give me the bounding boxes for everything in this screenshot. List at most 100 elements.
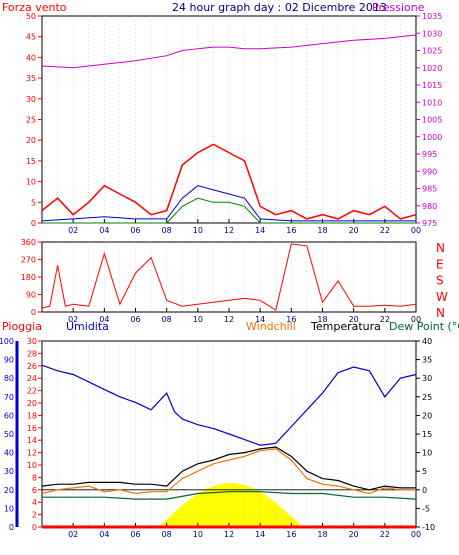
wind-series bbox=[41, 34, 417, 224]
rain-y-tick-label: 8 bbox=[32, 473, 37, 482]
humidity-y-tick-label: 0 bbox=[9, 523, 14, 532]
pressure-y-tick-label: 990 bbox=[422, 167, 437, 176]
temperature-y-tick-label: 40 bbox=[422, 337, 432, 346]
wind-y-tick-label: 30 bbox=[26, 95, 36, 104]
sun-curve bbox=[158, 483, 303, 527]
temperature-series bbox=[41, 364, 417, 529]
rain-y-tick-label: 18 bbox=[27, 411, 37, 420]
wind-y-tick-label: 10 bbox=[26, 178, 36, 187]
direction-y-tick-label: 90 bbox=[26, 291, 36, 300]
humidity-y-tick-label: 90 bbox=[4, 356, 14, 365]
wind-x-ticks: 02 04 06 08 10 12 14 16 18 20 22 00 bbox=[68, 219, 421, 235]
humidity-y-tick-label: 100 bbox=[0, 337, 14, 346]
temperature-x-tick-label: 20 bbox=[349, 530, 359, 539]
series-forza-vento bbox=[41, 143, 417, 220]
wind-x-tick-label: 02 bbox=[68, 226, 78, 235]
wind-y-tick-label: 0 bbox=[31, 219, 36, 228]
pressure-y-tick-label: 1005 bbox=[422, 116, 442, 125]
pressure-y-tick-label: 995 bbox=[422, 150, 437, 159]
rain-y-tick-label: 4 bbox=[32, 498, 37, 507]
humidity-y-tick-label: 70 bbox=[4, 393, 14, 402]
humidity-y-tick-label: 40 bbox=[4, 449, 14, 458]
direction-y-ticks: 0 90 180 270 360 bbox=[21, 238, 42, 317]
wind-y-tick-label: 20 bbox=[26, 136, 36, 145]
dewpoint-label: Dew Point (°C bbox=[389, 320, 459, 333]
rain-y-tick-label: 28 bbox=[27, 349, 37, 358]
temperature-x-tick-label: 16 bbox=[286, 530, 296, 539]
humidity-y-tick-label: 30 bbox=[4, 467, 14, 476]
humidity-y-ticks: 0 10 20 30 40 50 60 70 80 90 100 bbox=[0, 337, 19, 532]
direction-x-ticks: 02 04 06 08 10 12 14 16 18 20 22 00 bbox=[68, 308, 421, 324]
direction-x-tick-label: 02 bbox=[68, 315, 78, 324]
series-direction bbox=[41, 243, 417, 311]
temperature-x-tick-label: 12 bbox=[224, 530, 234, 539]
compass-label: E bbox=[436, 257, 444, 271]
direction-y-tick-label: 0 bbox=[31, 308, 36, 317]
rain-label: Pioggia bbox=[2, 320, 42, 333]
direction-x-tick-label: 14 bbox=[255, 315, 265, 324]
wind-x-tick-label: 20 bbox=[349, 226, 359, 235]
direction-y-tick-label: 270 bbox=[21, 256, 36, 265]
direction-x-tick-label: 18 bbox=[317, 315, 327, 324]
temperature-y-tick-label: 30 bbox=[422, 374, 432, 383]
rain-y-tick-label: 30 bbox=[27, 337, 37, 346]
temperature-y-tick-label: -10 bbox=[422, 523, 435, 532]
pressure-y-tick-label: 975 bbox=[422, 219, 437, 228]
wind-x-tick-label: 14 bbox=[255, 226, 265, 235]
temperature-panel: Pioggia Umidita Windchill Temperatura De… bbox=[0, 320, 459, 539]
wind-x-tick-label: 08 bbox=[162, 226, 172, 235]
series-dew-point bbox=[42, 491, 417, 500]
wind-x-tick-label: 22 bbox=[380, 226, 390, 235]
wind-y-tick-label: 45 bbox=[26, 33, 36, 42]
temperature-y-tick-label: 0 bbox=[422, 486, 427, 495]
pressure-y-tick-label: 1015 bbox=[422, 81, 442, 90]
series-windchill bbox=[41, 448, 416, 495]
rain-y-tick-label: 16 bbox=[27, 424, 37, 433]
pressure-y-tick-label: 1030 bbox=[422, 29, 442, 38]
series-umidita bbox=[41, 364, 417, 446]
direction-y-tick-label: 360 bbox=[21, 238, 36, 247]
temperature-x-tick-label: 14 bbox=[255, 530, 265, 539]
wind-x-tick-label: 10 bbox=[193, 226, 203, 235]
rain-y-tick-label: 26 bbox=[27, 362, 37, 371]
compass-label: S bbox=[436, 274, 444, 288]
temperature-y-tick-label: 20 bbox=[422, 411, 432, 420]
temperature-x-ticks: 02 04 06 08 10 12 14 16 18 20 22 00 bbox=[68, 523, 421, 539]
wind-y-tick-label: 40 bbox=[26, 53, 36, 62]
humidity-y-tick-label: 80 bbox=[4, 374, 14, 383]
rain-y-tick-label: 20 bbox=[27, 399, 37, 408]
wind-x-tick-label: 18 bbox=[317, 226, 327, 235]
rain-y-tick-label: 24 bbox=[27, 374, 37, 383]
humidity-y-tick-label: 50 bbox=[4, 430, 14, 439]
wind-x-tick-label: 16 bbox=[286, 226, 296, 235]
temperature-y-tick-label: -5 bbox=[422, 504, 430, 513]
temperature-x-tick-label: 22 bbox=[380, 530, 390, 539]
wind-x-tick-label: 04 bbox=[99, 226, 109, 235]
direction-x-tick-label: 16 bbox=[286, 315, 296, 324]
wind-x-tick-label: 06 bbox=[130, 226, 140, 235]
pressure-label: Pressione bbox=[372, 1, 425, 14]
temperature-y-tick-label: 15 bbox=[422, 430, 432, 439]
wind-y-tick-label: 35 bbox=[26, 74, 36, 83]
series-raffica bbox=[41, 185, 416, 222]
pressure-y-tick-label: 985 bbox=[422, 185, 437, 194]
humidity-y-tick-label: 20 bbox=[4, 486, 14, 495]
rain-y-tick-label: 12 bbox=[27, 449, 37, 458]
temperature-label: Temperatura bbox=[310, 320, 381, 333]
temperature-y-ticks: -10 -5 0 5 10 15 20 25 30 35 40 bbox=[416, 337, 435, 532]
temperature-x-tick-label: 10 bbox=[193, 530, 203, 539]
compass-label: N bbox=[436, 241, 445, 255]
wind-y-tick-label: 50 bbox=[26, 12, 36, 21]
temperature-x-tick-label: 00 bbox=[411, 530, 421, 539]
rain-y-tick-label: 14 bbox=[27, 436, 37, 445]
temperature-x-tick-label: 18 bbox=[317, 530, 327, 539]
pressure-y-tick-label: 1010 bbox=[422, 98, 442, 107]
series-temperatura bbox=[41, 446, 416, 491]
wind-x-tick-label: 00 bbox=[411, 226, 421, 235]
compass-label: N bbox=[436, 306, 445, 320]
pressure-y-tick-label: 1025 bbox=[422, 47, 442, 56]
direction-x-tick-label: 10 bbox=[193, 315, 203, 324]
windchill-label: Windchill bbox=[246, 320, 296, 333]
